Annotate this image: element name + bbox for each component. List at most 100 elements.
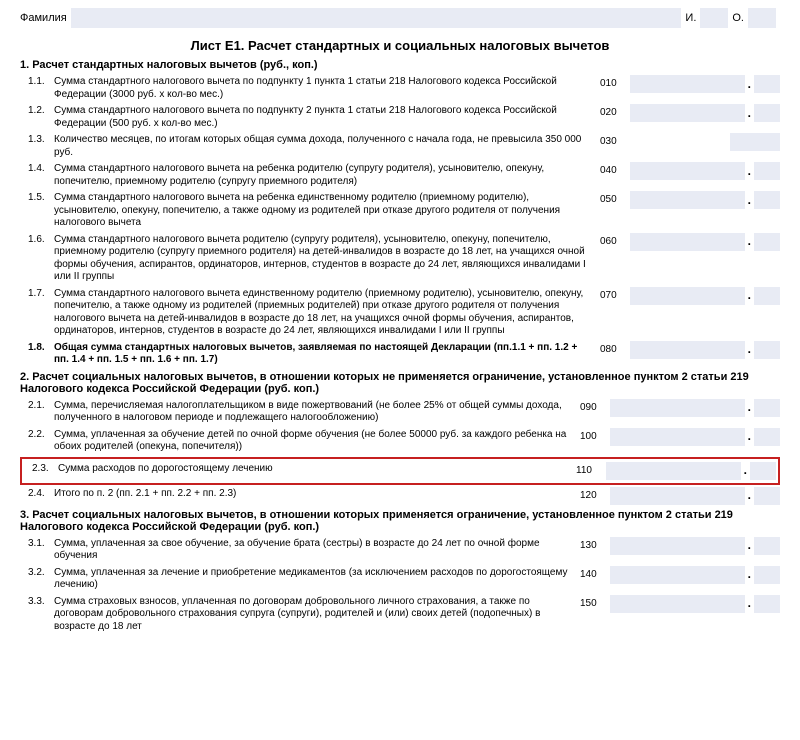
row-text: Сумма расходов по дорогостоящему лечению — [58, 462, 576, 476]
row-value-group — [630, 133, 780, 151]
row-number: 2.1. — [20, 399, 54, 413]
row-number: 1.6. — [20, 233, 54, 247]
row-value-group: . — [630, 75, 780, 93]
decimal-separator: . — [748, 400, 751, 415]
value-kop-input[interactable] — [754, 75, 780, 93]
value-kop-input[interactable] — [754, 537, 780, 555]
row-code: 100 — [580, 428, 610, 444]
value-kop-input[interactable] — [754, 233, 780, 251]
value-rub-input[interactable] — [610, 399, 745, 417]
row-code: 090 — [580, 399, 610, 415]
row-number: 2.2. — [20, 428, 54, 442]
row-number: 3.1. — [20, 537, 54, 551]
row-value-group: . — [630, 162, 780, 180]
row-value-group: . — [610, 595, 780, 613]
form-row: 1.4.Сумма стандартного налогового вычета… — [20, 162, 780, 188]
surname-label: Фамилия — [20, 12, 67, 24]
value-rub-input[interactable] — [630, 341, 745, 359]
value-kop-input[interactable] — [754, 399, 780, 417]
decimal-separator: . — [748, 538, 751, 553]
value-kop-input[interactable] — [754, 487, 780, 505]
row-value-group: . — [610, 487, 780, 505]
row-value-group: . — [630, 341, 780, 359]
row-value-group: . — [610, 537, 780, 555]
value-rub-input[interactable] — [606, 462, 741, 480]
surname-input[interactable] — [71, 8, 682, 28]
row-number: 1.5. — [20, 191, 54, 205]
value-rub-input[interactable] — [630, 104, 745, 122]
form-row: 2.2.Сумма, уплаченная за обучение детей … — [20, 428, 780, 454]
value-kop-input[interactable] — [754, 341, 780, 359]
value-rub-input[interactable] — [610, 537, 745, 555]
row-text: Сумма стандартного налогового вычета род… — [54, 233, 600, 284]
row-code: 010 — [600, 75, 630, 91]
row-text: Количество месяцев, по итогам которых об… — [54, 133, 600, 159]
row-text: Сумма стандартного налогового вычета еди… — [54, 287, 600, 338]
decimal-separator: . — [748, 567, 751, 582]
form-row: 1.1.Сумма стандартного налогового вычета… — [20, 75, 780, 101]
row-number: 1.1. — [20, 75, 54, 89]
row-value-group: . — [630, 104, 780, 122]
value-rub-input[interactable] — [630, 191, 745, 209]
initial-o-label: О. — [732, 12, 744, 24]
value-kop-input[interactable] — [750, 462, 776, 480]
row-text: Сумма стандартного налогового вычета по … — [54, 104, 600, 130]
value-rub-input[interactable] — [730, 133, 780, 151]
form-row: 2.1.Сумма, перечисляемая налогоплательщи… — [20, 399, 780, 425]
row-text: Сумма, уплаченная за обучение детей по о… — [54, 428, 580, 454]
value-rub-input[interactable] — [610, 428, 745, 446]
form-row: 2.4.Итого по п. 2 (пп. 2.1 + пп. 2.2 + п… — [20, 487, 780, 505]
decimal-separator: . — [748, 288, 751, 303]
decimal-separator: . — [744, 463, 747, 478]
row-text: Сумма страховых взносов, уплаченная по д… — [54, 595, 580, 634]
value-kop-input[interactable] — [754, 595, 780, 613]
section-3-title: 3. Расчет социальных налоговых вычетов, … — [20, 509, 780, 533]
sheet-title: Лист Е1. Расчет стандартных и социальных… — [20, 38, 780, 53]
row-number: 1.2. — [20, 104, 54, 118]
value-kop-input[interactable] — [754, 566, 780, 584]
form-row: 1.3.Количество месяцев, по итогам которы… — [20, 133, 780, 159]
section-3-rows: 3.1.Сумма, уплаченная за свое обучение, … — [20, 537, 780, 634]
value-kop-input[interactable] — [754, 287, 780, 305]
row-value-group: . — [630, 191, 780, 209]
section-2-rows: 2.1.Сумма, перечисляемая налогоплательщи… — [20, 399, 780, 505]
value-rub-input[interactable] — [630, 75, 745, 93]
form-row: 3.3.Сумма страховых взносов, уплаченная … — [20, 595, 780, 634]
value-rub-input[interactable] — [630, 287, 745, 305]
row-code: 050 — [600, 191, 630, 207]
initial-o-input[interactable] — [748, 8, 776, 28]
decimal-separator: . — [748, 193, 751, 208]
value-kop-input[interactable] — [754, 104, 780, 122]
decimal-separator: . — [748, 342, 751, 357]
row-value-group: . — [606, 462, 776, 480]
decimal-separator: . — [748, 77, 751, 92]
row-number: 2.4. — [20, 487, 54, 501]
value-rub-input[interactable] — [630, 233, 745, 251]
row-text: Сумма стандартного налогового вычета на … — [54, 162, 600, 188]
row-number: 3.3. — [20, 595, 54, 609]
row-code: 020 — [600, 104, 630, 120]
value-rub-input[interactable] — [610, 487, 745, 505]
value-rub-input[interactable] — [630, 162, 745, 180]
row-value-group: . — [610, 428, 780, 446]
row-number: 1.4. — [20, 162, 54, 176]
row-value-group: . — [610, 399, 780, 417]
value-rub-input[interactable] — [610, 566, 745, 584]
row-value-group: . — [610, 566, 780, 584]
row-text: Итого по п. 2 (пп. 2.1 + пп. 2.2 + пп. 2… — [54, 487, 580, 501]
row-code: 110 — [576, 462, 606, 478]
row-code: 070 — [600, 287, 630, 303]
value-kop-input[interactable] — [754, 191, 780, 209]
form-row: 1.5.Сумма стандартного налогового вычета… — [20, 191, 780, 230]
value-kop-input[interactable] — [754, 162, 780, 180]
value-rub-input[interactable] — [610, 595, 745, 613]
initial-i-input[interactable] — [700, 8, 728, 28]
value-kop-input[interactable] — [754, 428, 780, 446]
row-text: Общая сумма стандартных налоговых вычето… — [54, 341, 600, 367]
row-number: 3.2. — [20, 566, 54, 580]
header-name-row: Фамилия И. О. — [20, 8, 780, 28]
row-number: 1.7. — [20, 287, 54, 301]
form-row: 1.6.Сумма стандартного налогового вычета… — [20, 233, 780, 284]
tax-form-page: Фамилия И. О. Лист Е1. Расчет стандартны… — [0, 0, 800, 740]
decimal-separator: . — [748, 429, 751, 444]
